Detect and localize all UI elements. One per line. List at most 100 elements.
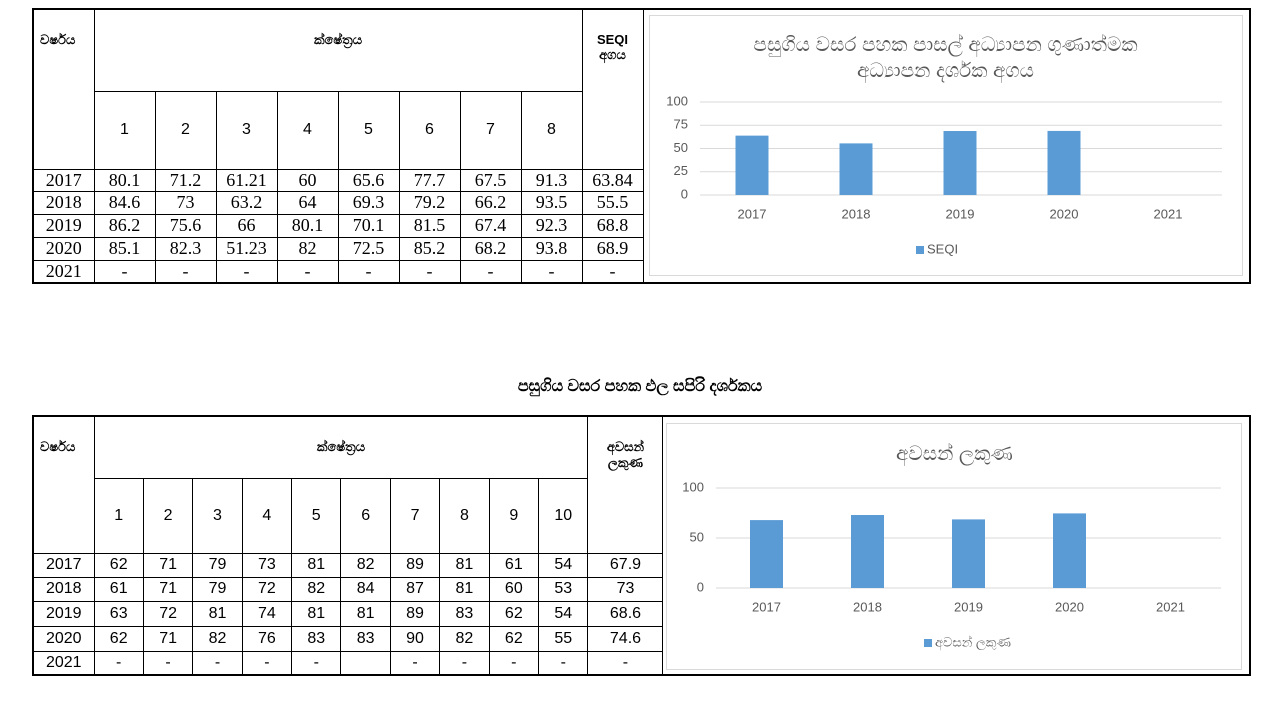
table-cell: 71.2 — [154, 168, 217, 192]
x-tick-label: 2020 — [1056, 599, 1085, 614]
x-tick-label: 2021 — [1157, 599, 1186, 614]
y-tick-label: 50 — [673, 140, 687, 155]
column-number: 7 — [459, 90, 522, 170]
table-cell: 79 — [192, 576, 243, 602]
table-cell: 93.8 — [520, 236, 583, 261]
table-cell: 76 — [241, 625, 293, 652]
chart-cell: 0 50 100 2017 2018 2019 2020 2021 අවසන් ලකුණ අවසන… — [662, 415, 1251, 676]
table-cell: 82 — [192, 625, 243, 652]
legend-swatch — [915, 246, 924, 254]
table-cell: - — [291, 650, 342, 676]
data-row: 2017 80.1 71.2 61.21 60 65.6 77.7 67.5 91.3 63.84 — [32, 168, 1250, 192]
column-number: 6 — [398, 90, 461, 170]
bar — [735, 135, 768, 195]
table-cell: - — [241, 650, 293, 676]
y-tick-label: 0 — [697, 579, 704, 594]
table-cell: 81 — [291, 552, 342, 578]
data-row: 2019 86.2 75.6 66 80.1 70.1 81.5 67.4 92.3 68.8 — [32, 213, 1250, 238]
table-cell: 66 — [215, 213, 278, 238]
table-cell: 80.1 — [93, 168, 156, 192]
table-cell: 73 — [241, 552, 293, 578]
data-row: 2021- - - - - - - - - — [32, 259, 1250, 283]
table-cell: 80.1 — [276, 213, 339, 238]
table-cell: 82 — [291, 576, 342, 602]
table-cell: - — [587, 650, 664, 676]
table-cell: - — [93, 259, 156, 283]
column-number: 7 — [389, 477, 441, 554]
table-cell: 79.2 — [398, 190, 461, 215]
column-number: 8 — [520, 90, 583, 170]
column-number: 2 — [142, 477, 194, 554]
table-cell: 63 — [93, 600, 144, 627]
column-number: 2 — [154, 90, 217, 170]
table-cell — [340, 650, 391, 676]
y-tick-label: 50 — [690, 529, 704, 544]
table-cell: 65.6 — [337, 168, 400, 192]
table-cell: 2020 — [32, 625, 95, 652]
table-cell: - — [488, 650, 540, 676]
table-cell: 79 — [192, 552, 243, 578]
table-cell: 55.5 — [581, 190, 644, 215]
table-cell: 2017 — [32, 168, 95, 192]
x-tick-label: 2019 — [945, 206, 974, 221]
table-cell: 2018 — [32, 576, 95, 602]
column-number: 4 — [276, 90, 339, 170]
table-cell: 51.23 — [215, 236, 278, 261]
table-cell: 71 — [142, 576, 194, 602]
data-row: 2020 85.1 82.3 51.23 82 72.5 85.2 68.2 93.8 68.9 — [32, 236, 1250, 261]
header-cell: SEQI අගය — [581, 8, 644, 170]
table-cell: 62 — [488, 600, 540, 627]
heading: පසුගිය වසර පහක ඵල සපිරි දර්ශකය — [517, 378, 763, 395]
table-cell: 93.5 — [520, 190, 583, 215]
table-cell: 64 — [276, 190, 339, 215]
table-cell: - — [192, 650, 243, 676]
data-row: 2019 63 72 81 74 81 81 89 83 62 54 68.6 — [32, 600, 1250, 627]
bar — [851, 515, 885, 588]
table-cell: - — [520, 259, 583, 283]
table-cell: 54 — [538, 600, 589, 627]
table-cell: 81 — [439, 552, 490, 578]
table-cell: - — [154, 259, 217, 283]
table-cell: 2021 — [32, 259, 95, 283]
table-cell: - — [581, 259, 644, 283]
table-cell: 70.1 — [337, 213, 400, 238]
y-tick-label: 100 — [683, 479, 705, 494]
legend-label: SEQI — [927, 241, 958, 256]
table: වර්ෂය ක්ෂේත්‍රය අවසන් ලකුණ 0 50 100 2017 2018 201… — [32, 415, 1251, 676]
table-cell: 60 — [488, 576, 540, 602]
table-cell: 63.2 — [215, 190, 278, 215]
table-cell: - — [439, 650, 490, 676]
table-cell: 2019 — [32, 213, 95, 238]
chart-cell: 0 25 50 75 100 2017 2018 2019 2020 2021 SEQI පසුගිය… — [642, 8, 1251, 283]
table-cell: 73 — [154, 190, 217, 215]
table-cell: 2021 — [32, 650, 95, 676]
table-cell: 2019 — [32, 600, 95, 627]
table-cell: 84 — [340, 576, 391, 602]
table-cell: 53 — [538, 576, 589, 602]
chart-title: අවසන් ලකුණ — [896, 443, 1013, 465]
table-cell: 83 — [439, 600, 490, 627]
chart-box: 0 25 50 75 100 2017 2018 2019 2020 2021 SEQI පසුගිය… — [648, 15, 1243, 276]
table-cell: 68.6 — [587, 600, 664, 627]
table-cell: 89 — [389, 552, 441, 578]
table: වර්ෂය ක්ෂේත්‍රය SEQI අගය 0 25 50 75 100 2017 2018 2… — [32, 8, 1251, 284]
table-cell: 81 — [291, 600, 342, 627]
bar — [839, 143, 872, 195]
table-cell: 85.1 — [93, 236, 156, 261]
bar — [750, 520, 784, 588]
column-number: 3 — [215, 90, 278, 170]
table-cell: 66.2 — [459, 190, 522, 215]
column-number: 3 — [192, 477, 243, 554]
y-tick-label: 0 — [680, 186, 687, 201]
header-cell: වර්ෂය — [32, 8, 95, 170]
table-cell: 72 — [241, 576, 293, 602]
table-cell: 73 — [587, 576, 664, 602]
table-cell: - — [276, 259, 339, 283]
table-cell: 2018 — [32, 190, 95, 215]
table-cell: - — [398, 259, 461, 283]
table-cell: 82 — [276, 236, 339, 261]
table-cell: 68.2 — [459, 236, 522, 261]
table-cell: 77.7 — [398, 168, 461, 192]
table-cell: 68.8 — [581, 213, 644, 238]
chart: 0 50 100 2017 2018 2019 2020 2021 අවසන් ලකුණ — [683, 479, 1222, 650]
